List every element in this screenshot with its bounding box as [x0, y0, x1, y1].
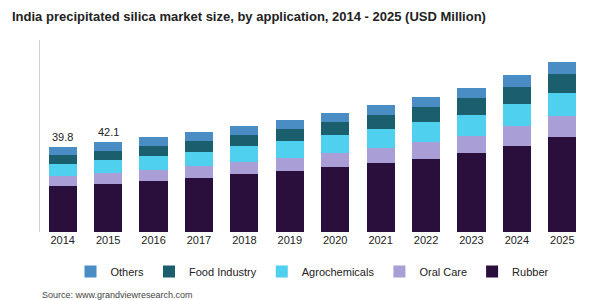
svg-text:2015: 2015 [96, 234, 120, 246]
svg-text:42.1: 42.1 [98, 126, 119, 138]
svg-text:Others: Others [111, 266, 145, 278]
svg-text:Rubber: Rubber [512, 266, 548, 278]
svg-text:2018: 2018 [232, 234, 256, 246]
svg-text:Agrochemicals: Agrochemicals [302, 266, 375, 278]
svg-text:India precipitated silica mark: India precipitated silica market size, b… [12, 9, 486, 24]
svg-text:2019: 2019 [278, 234, 302, 246]
svg-text:2023: 2023 [459, 234, 483, 246]
svg-text:2024: 2024 [505, 234, 529, 246]
svg-text:Food Industry: Food Industry [189, 266, 257, 278]
svg-text:39.8: 39.8 [52, 131, 73, 143]
svg-text:2016: 2016 [141, 234, 165, 246]
svg-text:2014: 2014 [50, 234, 74, 246]
svg-text:2017: 2017 [187, 234, 211, 246]
svg-text:2021: 2021 [368, 234, 392, 246]
svg-text:2020: 2020 [323, 234, 347, 246]
svg-text:2025: 2025 [550, 234, 574, 246]
svg-text:Source: www.grandviewresearch.: Source: www.grandviewresearch.com [42, 290, 193, 300]
svg-text:2022: 2022 [414, 234, 438, 246]
svg-text:Oral Care: Oral Care [419, 266, 467, 278]
